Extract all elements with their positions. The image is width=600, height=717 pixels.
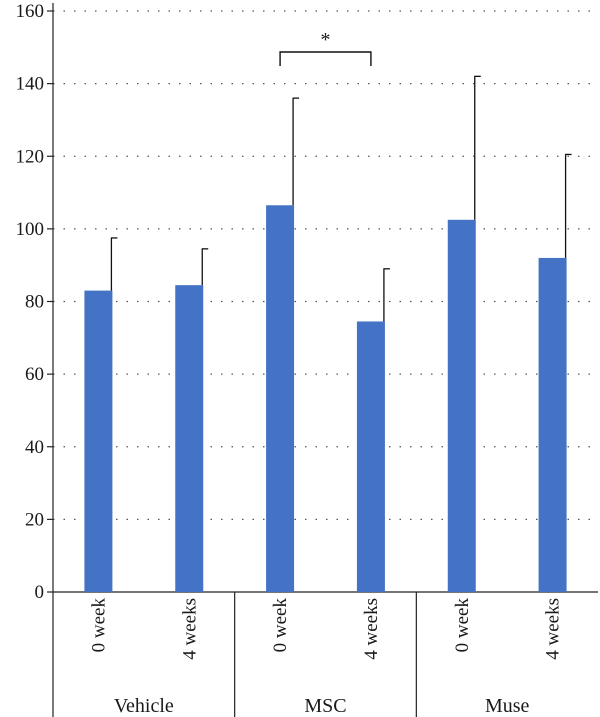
- bar: [266, 205, 295, 592]
- y-tick-label: 20: [25, 509, 44, 530]
- category-label: 0 week: [452, 598, 473, 653]
- y-tick-label: 60: [25, 364, 44, 385]
- axes: [47, 3, 598, 717]
- group-label: Muse: [485, 695, 530, 717]
- significance-bracket: [279, 51, 372, 66]
- significance-label: *: [321, 29, 331, 51]
- category-label: 4 weeks: [543, 598, 564, 660]
- category-label: 4 weeks: [179, 598, 200, 660]
- bars: [84, 51, 572, 592]
- category-label: 0 week: [270, 598, 291, 653]
- y-tick-label: 100: [16, 219, 45, 240]
- bar: [175, 285, 204, 592]
- bar: [447, 219, 476, 592]
- y-tick-label: 140: [16, 74, 45, 95]
- bar: [84, 290, 113, 592]
- labels: 0 20 40 60 80 100 120 140 160 0 week 4 weeks Vehicl…: [16, 1, 564, 717]
- group-label: Vehicle: [114, 695, 174, 717]
- group-label: MSC: [304, 695, 346, 717]
- y-tick-label: 160: [16, 1, 45, 22]
- gridlines: [53, 10, 598, 521]
- category-label: 4 weeks: [361, 598, 382, 660]
- y-tick-label: 80: [25, 292, 44, 313]
- y-tick-label: 120: [16, 146, 45, 167]
- bar: [356, 321, 385, 592]
- y-tick-label: 40: [25, 437, 44, 458]
- bar: [538, 257, 567, 592]
- y-tick-label: 0: [35, 582, 45, 603]
- category-label: 0 week: [88, 598, 109, 653]
